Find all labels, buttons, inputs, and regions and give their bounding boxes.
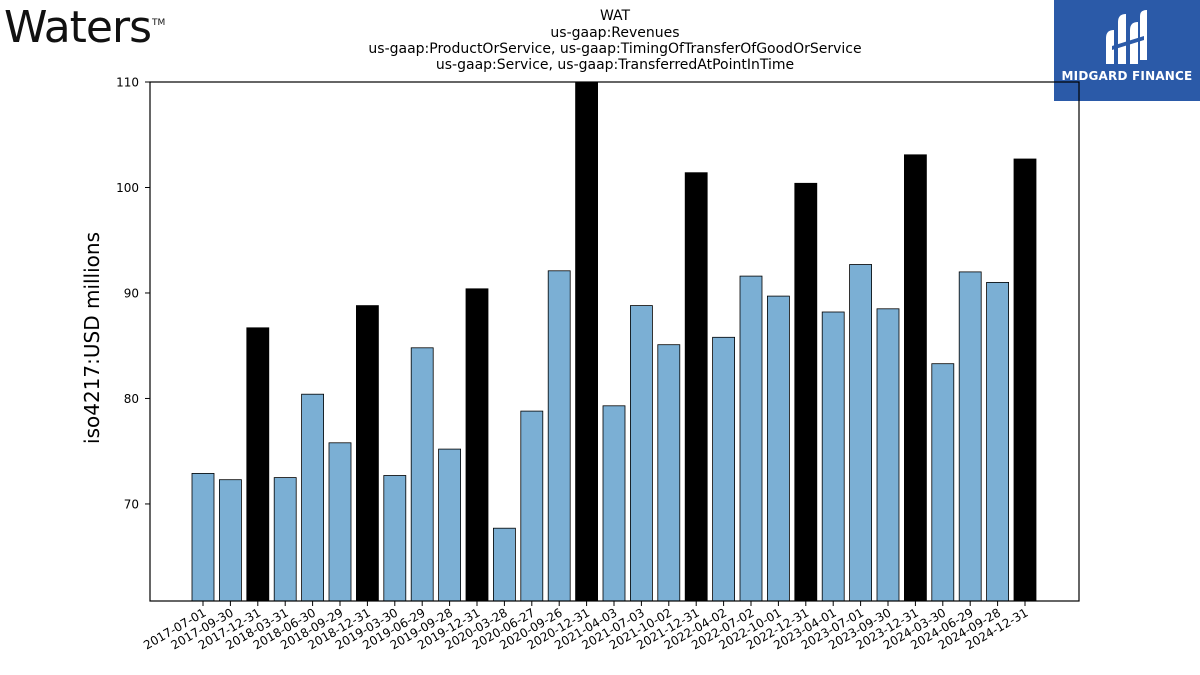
midgard-finance-logo: MIDGARD FINANCE: [1054, 0, 1200, 101]
y-axis-label: iso4217:USD millions: [80, 232, 104, 444]
bar-2021-10-02: [657, 344, 681, 602]
bar-2017-07-01: [191, 472, 215, 602]
bar-2021-12-31: [684, 172, 708, 602]
midgard-finance-logo-icon: [1106, 10, 1147, 64]
midgard-finance-logo-text: MIDGARD FINANCE: [1061, 69, 1193, 83]
bar-2019-03-30: [383, 475, 407, 602]
bar-2022-10-01: [767, 295, 790, 602]
y-tick-label: 80: [124, 392, 139, 406]
bar-2022-04-02: [712, 336, 735, 602]
chart-title-line-4: us-gaap:Service, us-gaap:TransferredAtPo…: [436, 57, 794, 73]
y-tick-label: 110: [116, 76, 139, 90]
bar-2022-12-31: [794, 182, 818, 602]
bar-2017-12-31: [246, 327, 270, 602]
bar-2018-03-31: [273, 477, 297, 602]
bar-2020-12-31: [575, 81, 598, 602]
waters-logo-tm: TM: [152, 18, 166, 28]
bar-2022-07-02: [739, 275, 763, 602]
chart-title-line-3: us-gaap:ProductOrService, us-gaap:Timing…: [368, 41, 861, 57]
bar-2020-06-27: [520, 410, 544, 602]
bar-2024-09-28: [986, 281, 1009, 602]
waters-logo-text: Waters: [4, 2, 152, 53]
bar-2019-09-28: [438, 448, 462, 602]
bar-2019-06-29: [410, 347, 434, 602]
bar-2017-09-30: [218, 479, 242, 602]
bar-2023-04-01: [821, 311, 845, 602]
bar-2023-09-30: [876, 308, 900, 602]
bar-2024-06-29: [958, 271, 982, 602]
bar-2024-03-30: [931, 363, 955, 602]
bar-2023-07-01: [849, 264, 872, 602]
bar-2018-09-29: [328, 442, 352, 602]
chart-title: WAT us-gaap:Revenues us-gaap:ProductOrSe…: [368, 8, 861, 73]
chart-title-line-2: us-gaap:Revenues: [550, 25, 679, 41]
chart-title-line-1: WAT: [600, 8, 631, 24]
bar-2021-04-03: [602, 405, 626, 602]
bar-2020-09-26: [547, 270, 571, 602]
y-tick-label: 100: [116, 181, 139, 195]
bar-2023-12-31: [904, 154, 927, 602]
bar-2019-12-31: [465, 288, 489, 602]
y-tick-label: 90: [124, 286, 139, 300]
bar-2018-12-31: [355, 305, 379, 602]
bar-2018-06-30: [301, 393, 325, 602]
y-tick-label: 70: [124, 497, 139, 511]
waters-logo: WatersTM: [4, 2, 165, 53]
bars-group: [191, 81, 1037, 602]
bar-2020-03-28: [492, 527, 516, 602]
bar-2021-07-03: [630, 305, 653, 602]
plot-frame: [149, 81, 1080, 602]
x-axis: 2017-07-012017-09-302017-12-312018-03-31…: [141, 601, 1031, 652]
bar-2024-12-31: [1013, 158, 1037, 602]
y-axis: 70 80 90 100 110: [116, 76, 150, 511]
